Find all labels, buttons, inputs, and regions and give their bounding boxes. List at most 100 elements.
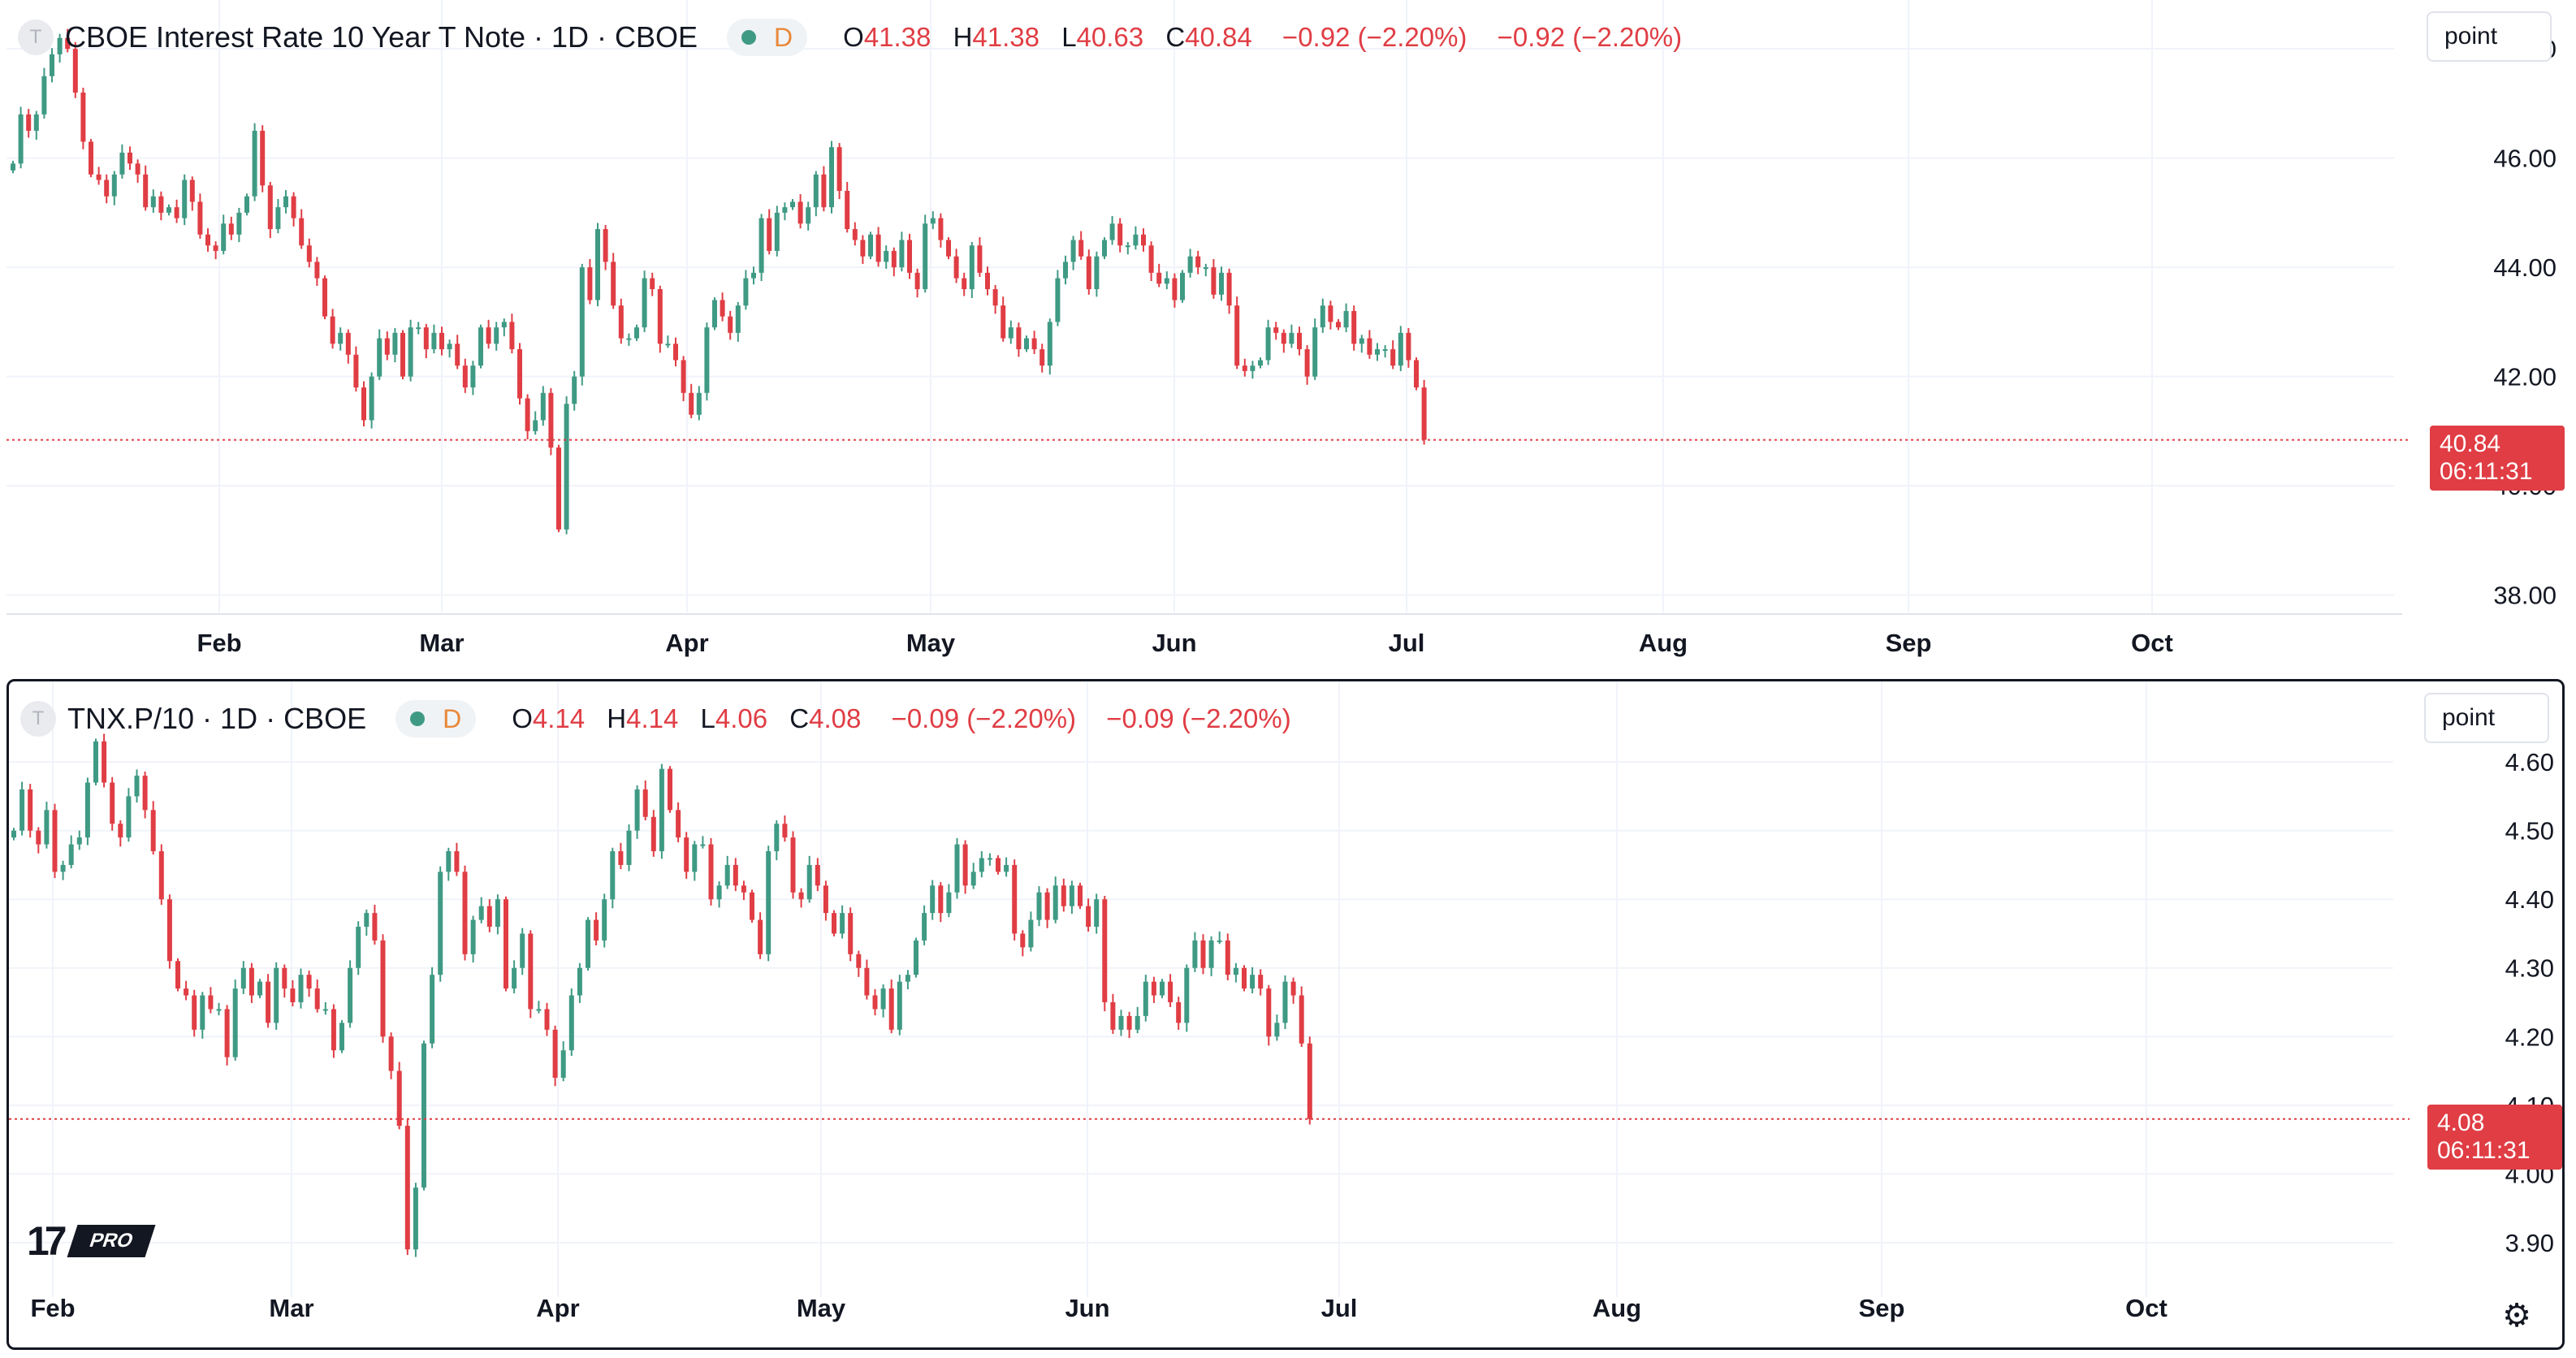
candle [556, 444, 561, 533]
candle-body [1143, 981, 1148, 1016]
candle [815, 858, 820, 892]
last-price-label: 4.08 06:11:31 [2427, 1104, 2562, 1170]
candle [76, 830, 82, 850]
candle-body [790, 837, 796, 893]
candle [72, 41, 78, 98]
candle [11, 828, 16, 841]
chart-settings-icon[interactable]: ⚙ [2502, 1298, 2531, 1334]
candle [306, 238, 312, 268]
candle-body [509, 322, 515, 349]
candle [743, 270, 749, 310]
candle-body [282, 967, 287, 989]
candle [946, 884, 952, 918]
candle [330, 309, 335, 349]
candle [884, 245, 889, 269]
candle [1172, 273, 1178, 308]
candle [797, 194, 803, 229]
candle [774, 820, 780, 861]
candle [314, 257, 320, 286]
chart-pane-tnx[interactable]: 3.904.004.104.204.304.404.504.60FebMarAp… [6, 679, 2565, 1350]
candle [650, 272, 655, 296]
candle-body [1258, 975, 1264, 989]
candle [396, 1062, 402, 1130]
candle [610, 847, 616, 909]
candle-body [665, 344, 671, 346]
candle-body [1168, 981, 1173, 1002]
candle-body [26, 114, 32, 132]
candle [1004, 857, 1009, 877]
candle-body [1290, 981, 1296, 996]
candle [189, 176, 195, 211]
candle [840, 905, 845, 939]
candle-body [240, 967, 246, 989]
candle [1069, 880, 1074, 915]
candle-body [205, 234, 210, 246]
candle [1028, 911, 1034, 952]
candle-body [996, 858, 1001, 872]
candle-body [228, 223, 234, 235]
candle-body [76, 837, 82, 845]
candle [708, 837, 714, 906]
price-scale-mode-button[interactable]: point [2424, 693, 2549, 743]
chart-pane-cboe[interactable]: 38.0040.0042.0044.0046.0048.00FebMarAprM… [6, 0, 2565, 669]
candle [1125, 241, 1130, 255]
market-status-pill[interactable]: D [727, 19, 808, 56]
open-value: 41.38 [863, 22, 931, 52]
candle [1312, 318, 1318, 380]
candle-body [134, 776, 140, 797]
candle [1274, 1014, 1280, 1041]
candle-body [1406, 332, 1411, 361]
y-tick-label: 42.00 [2493, 363, 2557, 391]
candle-body [18, 114, 24, 164]
candle-body [970, 871, 976, 886]
candle [68, 835, 74, 869]
candle [1421, 379, 1427, 445]
candle [89, 139, 93, 178]
candle [676, 802, 681, 843]
candle [823, 880, 828, 921]
candle [501, 318, 507, 337]
candle [421, 1040, 426, 1191]
symbol-title[interactable]: TNX.P/10 · 1D · CBOE [67, 702, 367, 735]
candle-body [1055, 278, 1061, 322]
price-scale-mode-button[interactable]: point [2427, 11, 2552, 62]
candle-body [626, 830, 632, 865]
candle [213, 241, 218, 260]
candle-body [626, 338, 632, 340]
symbol-title[interactable]: CBOE Interest Rate 10 Year T Note · 1D ·… [65, 20, 698, 54]
candle [1414, 357, 1419, 391]
candle [872, 988, 878, 1016]
candle [1047, 318, 1052, 375]
x-tick-label: Feb [197, 629, 241, 657]
last-price-label: 40.84 06:11:31 [2430, 425, 2565, 491]
tradingview-logo[interactable]: 17 PRO [27, 1217, 156, 1265]
candle-body [1390, 348, 1396, 366]
market-status-pill[interactable]: D [395, 700, 477, 737]
candle [110, 776, 115, 831]
candle [322, 1001, 328, 1015]
market-open-dot-icon [741, 30, 757, 45]
candle-body [192, 995, 197, 1030]
candle-body [454, 851, 460, 872]
candle-body [815, 864, 820, 886]
candle [1055, 270, 1061, 327]
candle-body [1265, 327, 1271, 361]
candle-body [1086, 906, 1091, 928]
candle [962, 840, 968, 894]
candle [462, 865, 468, 961]
candle [568, 988, 574, 1056]
candle [938, 882, 944, 923]
candlestick-chart-cboe[interactable]: 38.0040.0042.0044.0046.0048.00FebMarAprM… [6, 0, 2565, 669]
candle-body [1031, 338, 1037, 349]
candle-body [1304, 348, 1310, 377]
candle [184, 980, 189, 1001]
candlestick-chart-tnx[interactable]: 3.904.004.104.204.304.404.504.60FebMarAp… [9, 681, 2562, 1347]
candle [96, 167, 102, 185]
candle-body [1273, 327, 1279, 333]
candle-body [1184, 967, 1190, 1023]
candle-body [298, 975, 304, 1002]
candle-body [257, 981, 262, 996]
candle-body [533, 420, 538, 431]
candle [454, 842, 460, 876]
candle-body [1250, 365, 1256, 371]
